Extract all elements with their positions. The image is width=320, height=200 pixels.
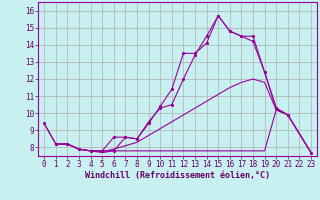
X-axis label: Windchill (Refroidissement éolien,°C): Windchill (Refroidissement éolien,°C) xyxy=(85,171,270,180)
